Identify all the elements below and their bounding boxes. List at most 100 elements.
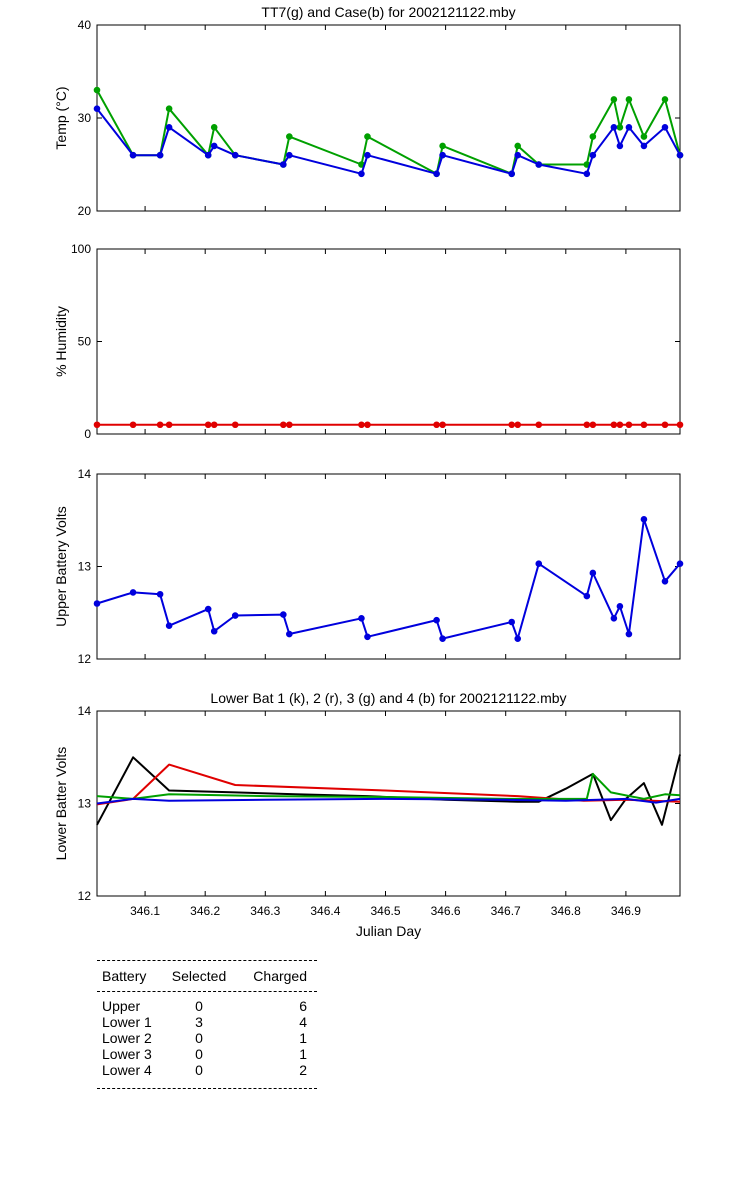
y-tick-label: 20 <box>78 204 92 218</box>
row-charged: 4 <box>299 1014 307 1030</box>
data-point <box>640 133 648 140</box>
x-tick-label: 346.3 <box>250 904 280 918</box>
y-tick-label: 13 <box>78 560 92 574</box>
data-point <box>156 421 164 429</box>
data-point <box>535 421 543 429</box>
header-charged: Charged <box>253 968 307 984</box>
data-point <box>589 133 597 140</box>
data-point <box>358 615 365 622</box>
data-point <box>210 421 218 429</box>
y-tick-label: 100 <box>71 242 91 256</box>
battery-table: Battery Selected Charged Upper 0 6 Lower… <box>97 960 317 1089</box>
series-line-tt7 <box>96 89 681 175</box>
data-point <box>514 635 522 642</box>
data-point <box>231 612 239 619</box>
row-battery: Lower 4 <box>102 1062 152 1078</box>
data-point <box>364 133 371 140</box>
chart-panel-3: 12 13 14 Upper Battery Volts <box>53 467 684 666</box>
data-point <box>439 142 446 150</box>
x-tick-label: 346.2 <box>190 904 220 918</box>
data-point <box>156 590 164 598</box>
row-charged: 6 <box>299 998 307 1014</box>
data-point <box>204 421 212 429</box>
data-point <box>616 124 624 131</box>
data-point <box>93 105 101 112</box>
data-point <box>610 421 618 429</box>
row-selected: 0 <box>195 998 203 1014</box>
data-point <box>610 124 618 131</box>
chart-title: TT7(g) and Case(b) for 2002121122.mby <box>261 4 515 20</box>
data-point <box>625 421 633 429</box>
table-row: Lower 4 0 2 <box>97 1062 317 1078</box>
row-selected: 3 <box>195 1014 203 1030</box>
data-point <box>535 560 543 568</box>
table-header-row: Battery Selected Charged <box>97 961 317 991</box>
data-point <box>364 421 371 429</box>
row-battery: Lower 1 <box>102 1014 152 1030</box>
data-point <box>204 151 212 159</box>
y-tick-label: 14 <box>78 704 92 718</box>
data-point <box>129 589 137 596</box>
plot-frame <box>96 248 681 435</box>
data-point <box>589 421 597 429</box>
data-point <box>625 630 633 638</box>
x-tick-label: 346.6 <box>431 904 461 918</box>
header-battery: Battery <box>102 968 147 984</box>
data-point <box>640 421 648 429</box>
x-tick-label: 346.1 <box>130 904 160 918</box>
chart-title: Lower Bat 1 (k), 2 (r), 3 (g) and 4 (b) … <box>210 690 566 706</box>
series-line-upper <box>96 518 681 640</box>
row-battery: Lower 2 <box>102 1030 152 1046</box>
table-rule-mid <box>97 991 317 992</box>
data-point <box>231 151 239 159</box>
series-line-lower-3 <box>96 772 681 800</box>
table-rule-bottom <box>97 1088 317 1089</box>
y-tick-label: 40 <box>78 18 92 32</box>
row-selected: 0 <box>195 1046 203 1062</box>
data-point <box>93 421 101 429</box>
data-point <box>358 170 365 178</box>
data-point <box>156 151 164 159</box>
data-point <box>439 151 446 159</box>
y-tick-label: 12 <box>78 652 92 666</box>
data-point <box>589 151 597 159</box>
table-row: Upper 0 6 <box>97 998 317 1014</box>
x-tick-label: 346.8 <box>551 904 581 918</box>
data-point <box>616 142 624 150</box>
plot-frame <box>96 24 681 212</box>
table-rule-top <box>97 960 317 961</box>
chart-panel-4: 346.1 346.2 346.3 346.4 346.5 346.6 346.7 346.8… <box>53 690 681 939</box>
row-battery: Lower 3 <box>102 1046 152 1062</box>
data-point <box>583 421 591 429</box>
row-charged: 1 <box>299 1046 307 1062</box>
data-point <box>508 618 516 626</box>
data-point <box>210 142 218 150</box>
data-point <box>204 605 212 613</box>
data-point <box>589 569 597 577</box>
data-point <box>535 161 543 168</box>
data-point <box>661 421 669 429</box>
data-point <box>286 151 293 159</box>
data-point <box>286 421 293 429</box>
data-point <box>514 151 522 159</box>
x-axis-label: Julian Day <box>356 923 421 939</box>
data-point <box>364 151 371 159</box>
data-point <box>616 421 624 429</box>
data-point <box>165 105 173 112</box>
data-point <box>210 124 218 131</box>
y-axis-label: % Humidity <box>53 306 69 377</box>
data-point <box>661 96 669 103</box>
data-point <box>610 615 618 622</box>
data-point <box>439 421 446 429</box>
y-tick-label: 30 <box>78 111 92 125</box>
x-tick-label: 346.4 <box>310 904 340 918</box>
chart-panel-1: 20 30 40 TT7(g) and Case(b) for 2002121122.… <box>53 4 684 218</box>
data-point <box>661 578 669 585</box>
data-point <box>280 421 287 429</box>
y-tick-label: 50 <box>78 335 92 349</box>
table-row: Lower 1 3 4 <box>97 1014 317 1030</box>
y-axis-label: Temp (°C) <box>53 86 69 149</box>
data-point <box>508 421 516 429</box>
data-point <box>433 170 440 178</box>
series-line-lower-1 <box>96 754 681 826</box>
